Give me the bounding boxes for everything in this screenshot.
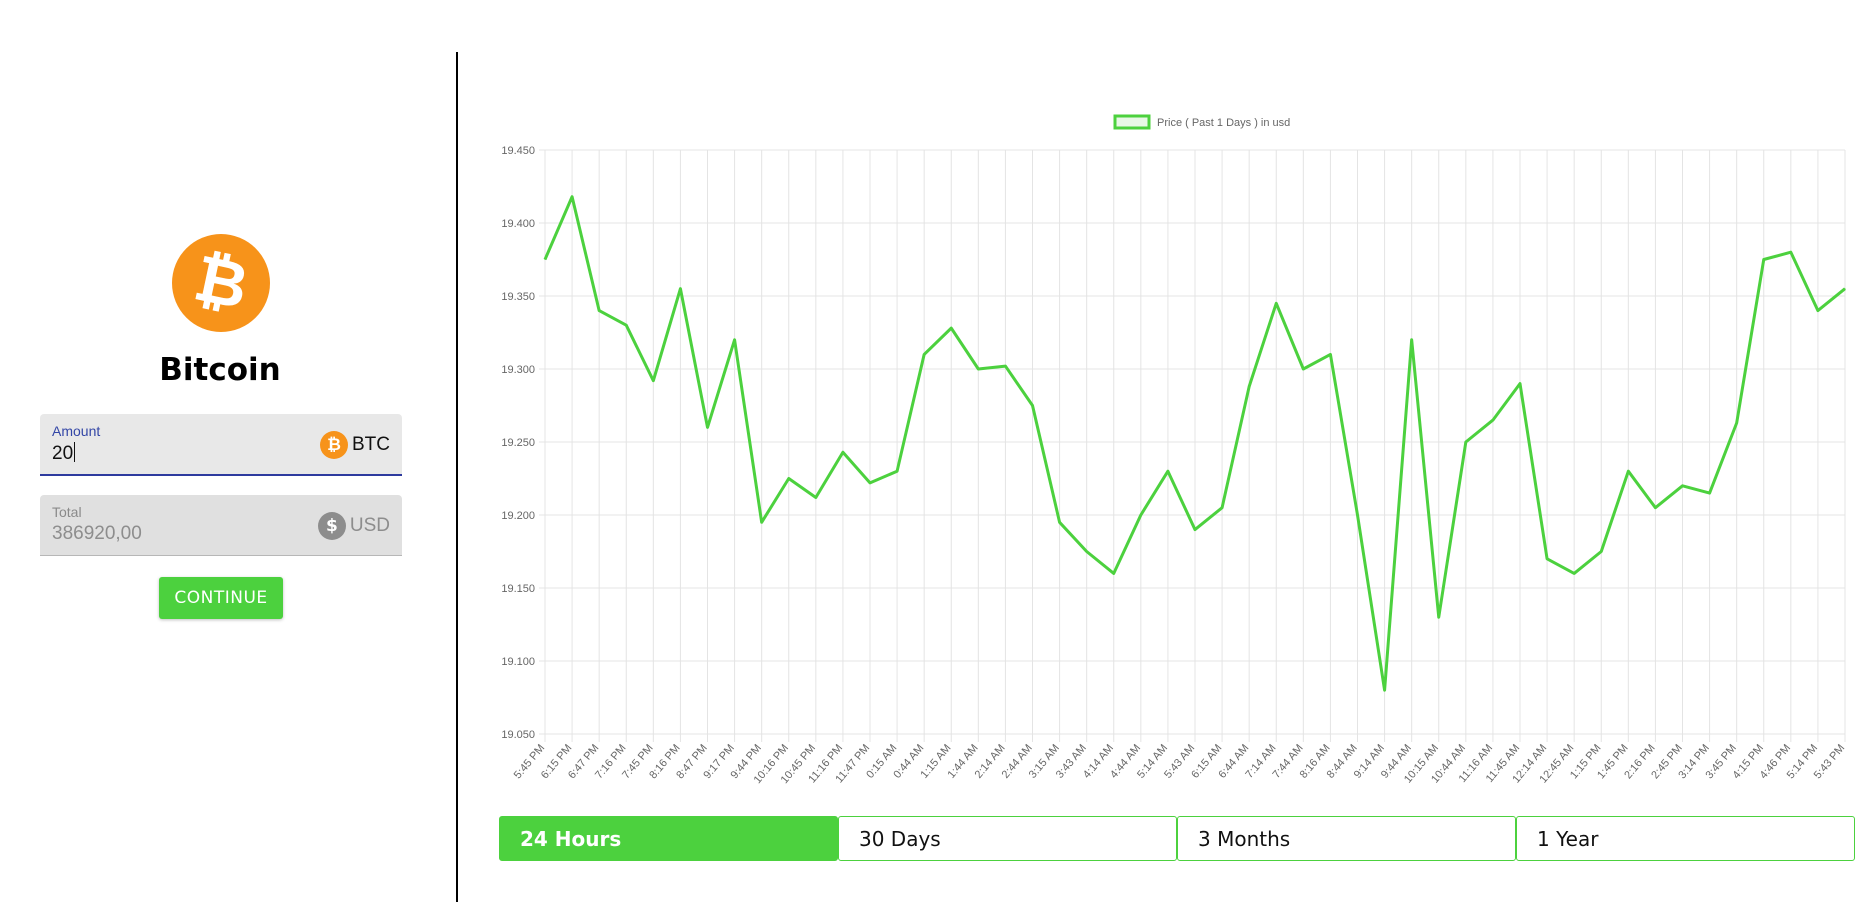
data-point (1573, 572, 1575, 574)
tab-30-days[interactable]: 30 Days (838, 816, 1177, 861)
y-tick-label: 19.100 (501, 656, 535, 668)
data-point (1113, 572, 1115, 574)
y-tick-label: 19.250 (501, 437, 535, 449)
data-point (652, 380, 654, 382)
data-point (1627, 470, 1629, 472)
data-point (896, 470, 898, 472)
data-point (1221, 507, 1223, 509)
amount-unit-label: BTC (352, 434, 390, 455)
data-point (1004, 365, 1006, 367)
data-point (679, 288, 681, 290)
data-point (842, 451, 844, 453)
y-tick-label: 19.350 (501, 291, 535, 303)
total-field: Total 386920,00 $ USD (40, 495, 402, 556)
legend-label: Price ( Past 1 Days ) in usd (1157, 117, 1290, 129)
y-tick-label: 19.150 (501, 583, 535, 595)
data-point (1032, 405, 1033, 406)
data-point (1302, 368, 1304, 370)
data-point (598, 310, 600, 312)
data-point (950, 327, 952, 329)
tab-3-months[interactable]: 3 Months (1177, 816, 1516, 861)
data-point (1790, 251, 1792, 253)
y-tick-label: 19.050 (501, 729, 535, 741)
bitcoin-icon: ₿ (172, 234, 270, 332)
data-point (734, 339, 736, 341)
data-point (1275, 302, 1277, 304)
data-point (625, 324, 627, 326)
data-point (923, 353, 925, 355)
data-point (788, 478, 790, 479)
data-point (1763, 259, 1765, 260)
price-chart: 19.450 19.400 19.350 19.300 19.250 19.200 19.1… (501, 114, 1847, 786)
bitcoin-icon: ₿ (320, 431, 348, 459)
data-point (1194, 529, 1196, 531)
amount-field[interactable]: Amount 20 ₿ BTC (40, 414, 402, 476)
data-point (1519, 383, 1521, 385)
data-point (761, 521, 763, 523)
y-tick-label: 19.400 (501, 218, 535, 230)
total-value: 386920,00 (52, 523, 142, 544)
legend-swatch (1113, 114, 1151, 130)
range-tabs: 24 Hours 30 Days 3 Months 1 Year (499, 816, 1855, 861)
data-point (1167, 470, 1169, 472)
data-point (1357, 514, 1358, 516)
data-point (815, 496, 817, 498)
y-tick-label: 19.450 (501, 145, 535, 157)
tab-1-year[interactable]: 1 Year (1516, 816, 1855, 861)
data-point (707, 426, 708, 428)
data-point (571, 196, 573, 198)
amount-input[interactable]: 20 (52, 443, 74, 464)
data-point (1411, 339, 1413, 341)
data-point (1546, 558, 1548, 560)
data-point (1600, 551, 1602, 552)
data-point (1086, 551, 1088, 552)
purchase-panel: ₿ Bitcoin Amount 20 ₿ BTC Total 386920,0… (0, 0, 456, 920)
data-point (1817, 310, 1819, 312)
total-unit-label: USD (349, 515, 390, 536)
data-point (1329, 353, 1331, 355)
data-point (1248, 386, 1250, 388)
data-point (544, 259, 546, 260)
data-point (1438, 616, 1440, 618)
amount-label: Amount (52, 423, 101, 439)
y-tick-label: 19.300 (501, 364, 535, 376)
data-point (1709, 492, 1711, 494)
data-point (1844, 288, 1846, 290)
data-point (1384, 689, 1386, 691)
data-point (1492, 419, 1494, 421)
y-tick-label: 19.200 (501, 510, 535, 522)
dollar-icon: $ (317, 512, 346, 540)
data-point (1682, 485, 1683, 487)
coin-name: Bitcoin (159, 352, 281, 388)
data-point (1140, 514, 1142, 516)
data-point (1059, 521, 1061, 523)
data-point (1654, 507, 1656, 509)
data-point (869, 482, 871, 484)
total-unit: $ USD (317, 512, 390, 540)
panel-divider (456, 52, 458, 902)
amount-unit: ₿ BTC (320, 431, 390, 459)
data-point (977, 368, 979, 370)
continue-button[interactable]: CONTINUE (159, 577, 283, 619)
data-point (1465, 441, 1467, 443)
price-chart-area: 19.450 19.400 19.350 19.300 19.250 19.200 19.1… (480, 110, 1860, 800)
data-point (1736, 422, 1738, 424)
total-label: Total (52, 504, 82, 520)
tab-24-hours[interactable]: 24 Hours (499, 816, 838, 861)
